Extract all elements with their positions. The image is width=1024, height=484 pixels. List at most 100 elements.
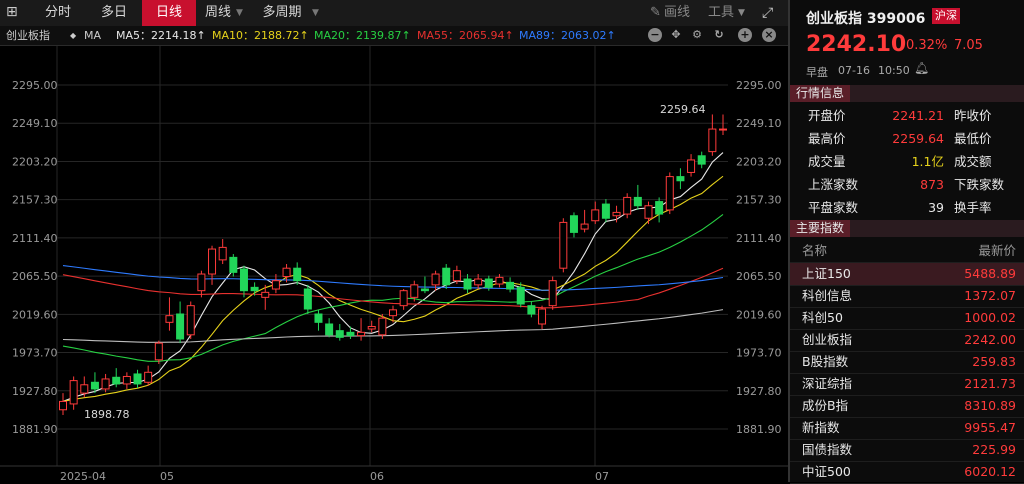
quote-label: 开盘价 [808,108,846,123]
candle-body[interactable] [112,376,121,385]
candle-body[interactable] [133,373,142,385]
settings-icon[interactable]: ⚙ [692,28,702,41]
candle-body[interactable] [506,281,515,290]
candle-body[interactable] [303,288,312,310]
candle-body[interactable] [548,280,557,307]
candle-body[interactable] [420,288,429,292]
tab-weekly[interactable]: 周线 [204,5,231,20]
candle-body[interactable] [719,128,727,131]
index-row[interactable]: 科创信息 1372.07 [790,285,1024,308]
candle-body[interactable] [623,196,632,215]
tab-intraday[interactable]: 分时 [44,5,71,20]
candle-body[interactable] [80,384,89,394]
candle-body[interactable] [90,381,99,390]
candle-body[interactable] [399,290,408,307]
index-row[interactable]: 成份B指 8310.89 [790,395,1024,418]
candle-body[interactable] [229,256,238,273]
candle-body[interactable] [495,276,504,285]
tab-multiday[interactable]: 多日 [100,5,127,20]
candle-body[interactable] [218,246,227,261]
candle-body[interactable] [271,280,280,290]
candle-body[interactable] [314,313,323,323]
multiperiod-dropdown-icon[interactable]: ▼ [312,8,319,18]
candle-body[interactable] [154,342,163,361]
ma89-value: MA89：2063.02↑ [519,29,616,42]
candle-body[interactable] [559,221,568,269]
candle-body[interactable] [293,267,302,282]
index-row[interactable]: 国债指数 225.99 [790,439,1024,462]
candle-body[interactable] [538,308,547,325]
tab-multiperiod[interactable]: 多周期 [262,5,302,20]
candle-body[interactable] [261,291,270,298]
candle-body[interactable] [335,330,344,338]
candle-body[interactable] [601,203,610,219]
fullscreen-icon[interactable]: ⤢ [762,5,774,21]
candle-body[interactable] [197,273,206,292]
candle-body[interactable] [325,323,334,336]
candle-body[interactable] [431,273,440,286]
index-row[interactable]: 创业板指 2242.00 [790,329,1024,352]
candle-body[interactable] [357,331,366,337]
candle-body[interactable] [101,378,110,390]
candle-body[interactable] [367,325,376,330]
zoom-out-icon[interactable]: − [648,28,662,42]
quote-value: 1.1亿 [911,154,944,169]
candle-body[interactable] [633,196,642,207]
candle-body[interactable] [644,205,653,219]
index-row[interactable]: 新指数 9955.47 [790,417,1024,440]
candle-body[interactable] [484,278,493,288]
ma55-line [62,267,724,309]
tools-button[interactable]: 工具 [708,5,735,20]
index-row[interactable]: 深证综指 2121.73 [790,373,1024,396]
candle-body[interactable] [59,400,67,411]
index-row[interactable]: 中证500 6020.12 [790,461,1024,484]
candle-body[interactable] [687,159,696,173]
candle-body[interactable] [144,371,153,383]
draw-line-button[interactable]: 画线 [664,5,691,20]
ma-long-line [62,309,724,343]
zoom-in-icon[interactable]: + [738,28,752,42]
candle-body[interactable] [676,176,685,182]
refresh-icon[interactable]: ↻ [714,28,724,41]
index-row[interactable]: 科创50 1000.02 [790,307,1024,330]
candle-body[interactable] [239,268,248,292]
candle-body[interactable] [122,375,131,385]
candle-body[interactable] [580,223,589,230]
candle-body[interactable] [463,278,472,290]
candle-body[interactable] [697,155,706,165]
candle-body[interactable] [569,215,578,233]
weekly-dropdown-icon[interactable]: ▼ [236,8,243,18]
index-row[interactable]: 上证150 5488.89 [790,263,1024,286]
alert-bell-icon[interactable]: 🔔︎ [914,61,930,75]
candle-body[interactable] [655,201,664,215]
candle-body[interactable] [378,317,387,336]
candle-body[interactable] [474,278,483,286]
candle-body[interactable] [346,331,355,337]
kline-chart[interactable]: 2295.00 2295.00 2249.10 2249.10 2203.20 2203.… [0,46,788,482]
candle-body[interactable] [516,286,525,305]
candle-body[interactable] [612,211,621,217]
candle-body[interactable] [527,305,536,315]
draw-line-icon[interactable]: ✎ [650,5,661,20]
tools-dropdown-icon[interactable]: ▼ [738,8,745,18]
tab-daily[interactable]: 日线 [142,0,196,26]
candle-body[interactable] [208,248,217,275]
candle-body[interactable] [176,313,185,340]
close-icon[interactable]: × [762,28,776,42]
candle-body[interactable] [389,309,397,317]
candle-body[interactable] [591,209,600,222]
candle-body[interactable] [452,270,461,282]
candle-body[interactable] [410,284,419,298]
candle-body[interactable] [186,305,195,336]
move-icon[interactable]: ✥ [671,28,681,41]
index-row[interactable]: B股指数 259.83 [790,351,1024,374]
candle-body[interactable] [165,315,174,323]
toolbar-back-icon[interactable]: ⊞ [6,4,18,20]
candle-body[interactable] [282,267,291,278]
candle-body[interactable] [665,176,674,211]
candle-body[interactable] [708,128,717,153]
candle-body[interactable] [250,286,259,292]
ma-settings-icon[interactable]: ◆ [70,31,77,40]
candle-body[interactable] [442,267,451,286]
candle-body[interactable] [69,380,78,405]
